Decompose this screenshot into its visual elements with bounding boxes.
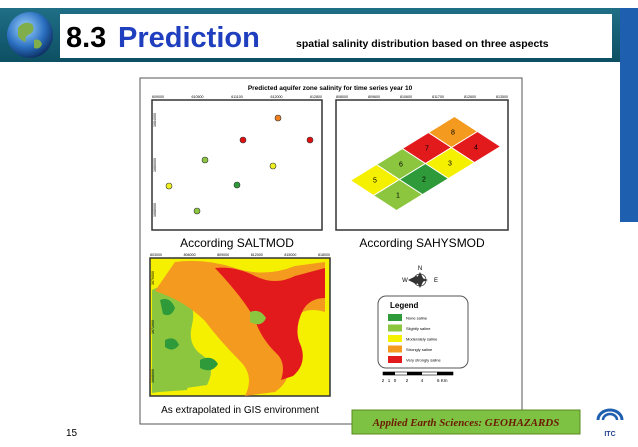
point [201,156,209,164]
logo-arc [601,412,619,421]
y-tick-label: 1686000 [153,158,157,172]
compass: N W E [402,266,438,288]
point [165,182,173,190]
itc-logo: ITC [596,408,624,438]
compass-ring [413,273,427,287]
globe-icon [7,12,53,58]
x-tick-label: 609000 [152,95,164,99]
x-tick-label: 803000 [150,253,162,257]
gis-zones [152,260,325,396]
point [239,136,247,144]
scale-label: 2 [406,378,409,383]
x-tick-label: 809000 [217,253,229,257]
x-tick-label: 812600 [464,95,476,99]
globe-land [18,22,42,49]
x-tick-label: 812000 [251,253,263,257]
compass-west: W [402,278,408,284]
x-tick-label: 818000 [318,253,330,257]
y-tick-label: 1672000 [151,320,155,334]
panel-label: As extrapolated in GIS environment [161,405,319,416]
x-tick-label: 811700 [432,95,444,99]
scale-label: 4 [421,378,424,383]
saltmod-points [165,114,314,215]
point [193,207,201,215]
scale-label: 2 [382,378,385,383]
footer-text: Applied Earth Sciences: GEOHAZARDS [372,417,560,429]
x-tick-label: 612800 [310,95,322,99]
scale-seg [383,372,395,375]
x-tick-label: 809600 [368,95,380,99]
scale-label: 1 [388,378,391,383]
y-tick-label: 1668000 [151,369,155,383]
point [269,162,277,170]
logo-arc [596,408,624,421]
legend-title: Legend [390,301,419,310]
slide-title: Prediction [118,22,260,54]
legend-label: Strongly saline [406,347,433,352]
cell-label: 5 [373,178,377,185]
legend-label: Slightly saline [406,326,431,331]
zone [250,310,266,325]
legend-swatch [388,345,402,353]
legend-label: Very strongly saline [406,358,441,363]
x-tick-label: 611100 [231,95,242,99]
logo-text: ITC [604,431,615,438]
title-box [60,14,612,58]
x-tick-label: 813500 [496,95,508,99]
legend-swatch [388,324,402,332]
zone [160,299,218,371]
x-tick-label: 806000 [184,253,196,257]
legend-swatch [388,335,402,342]
point [274,114,282,122]
legend-swatch [388,356,402,363]
legend-swatch [388,314,402,321]
legend-label: Moderately saline [406,337,438,342]
saltmod-panel [151,99,323,231]
compass-east: E [434,278,438,284]
side-strip [620,8,638,222]
cell-label: 3 [448,161,452,168]
y-tick-label: 1684000 [153,113,157,127]
legend-label: None saline [406,316,428,321]
y-tick-label: 1676000 [151,271,155,285]
x-tick-label: 612000 [271,95,283,99]
grid-cell [450,130,502,164]
compass-rose [408,272,428,288]
cell-label: 4 [474,145,478,152]
x-tick-label: 815000 [284,253,296,257]
cell-label: 2 [422,177,426,184]
page-number: 15 [66,428,78,439]
legend-items: None saline Slightly saline Moderately sal… [388,314,441,363]
cell-label: 6 [399,162,403,169]
section-number: 8.3 [66,22,106,54]
cell-label: 7 [425,146,429,153]
compass-north: N [418,266,422,272]
figure-title: Predicted aquifer zone salinity for time… [248,85,413,92]
scale-label: 6 Km [437,378,448,383]
scale-seg [437,372,453,375]
scale-label: 0 [394,378,397,383]
sahysmod-grid: 5 6 7 8 1 2 3 4 [349,115,502,212]
y-tick-label: 1688000 [153,203,157,217]
point [306,136,314,144]
zone [159,296,270,392]
x-tick-label: 808000 [336,95,348,99]
cell-label: 8 [451,130,455,137]
zone [215,267,325,380]
scale-seg [407,372,422,375]
panel-label: According SALTMOD [180,236,294,250]
x-tick-label: 810600 [400,95,412,99]
footer-banner [351,409,581,435]
x-tick-label: 610500 [192,95,204,99]
point [233,181,241,189]
cell-label: 1 [396,193,400,200]
panel-label: According SAHYSMOD [359,236,485,250]
slide-subtitle: spatial salinity distribution based on t… [296,38,549,50]
